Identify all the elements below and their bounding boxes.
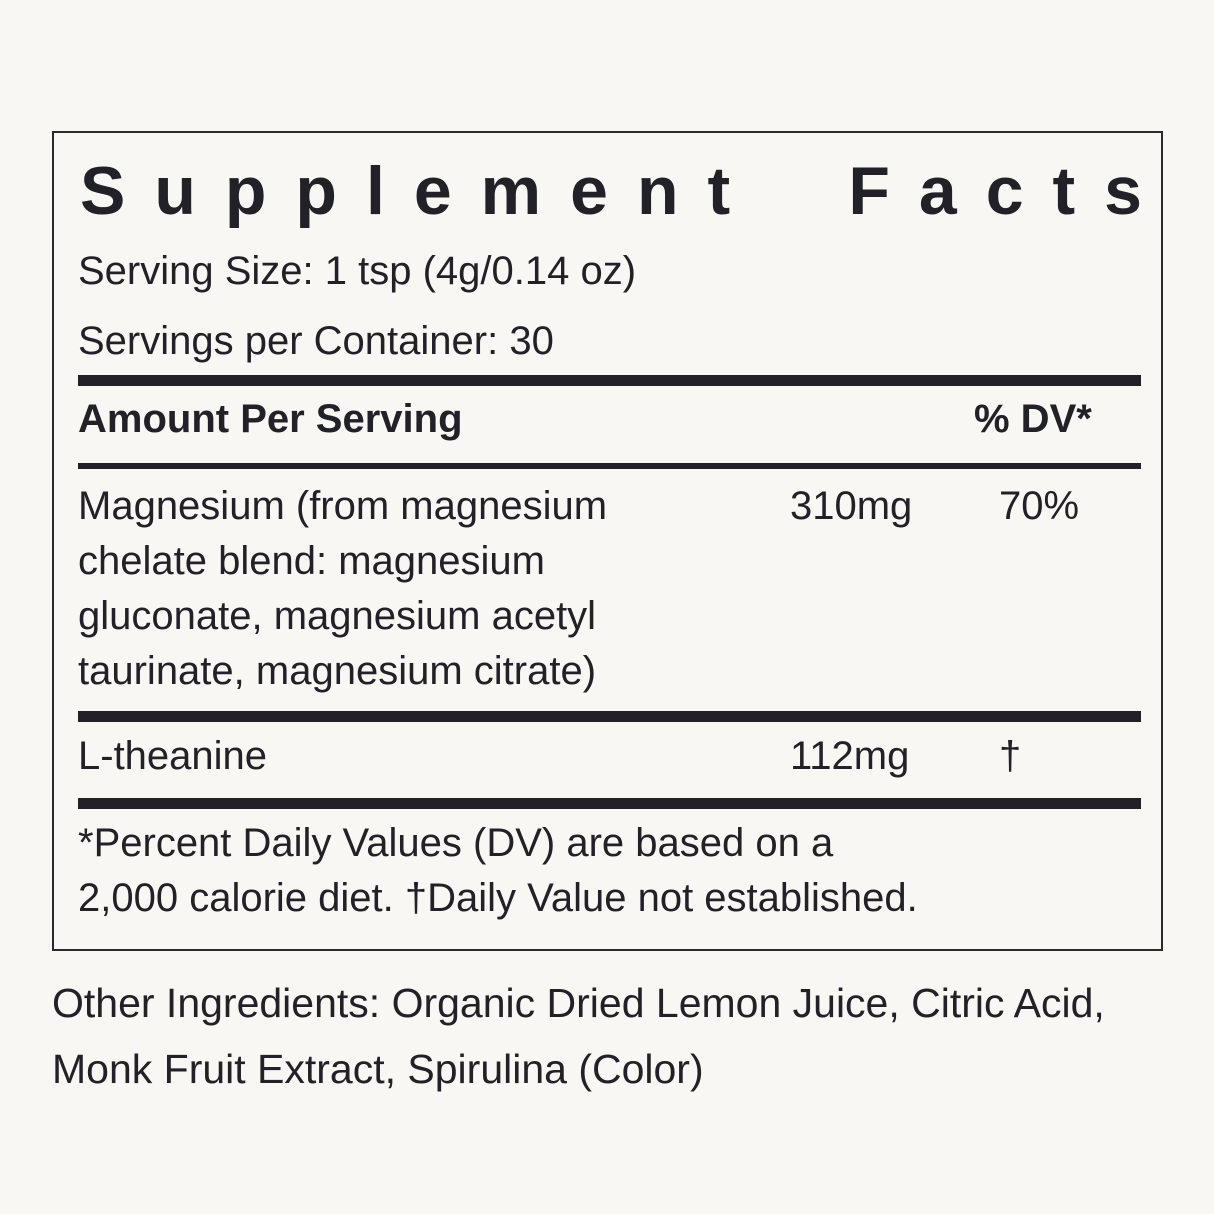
title-word-facts: Facts (848, 153, 1171, 229)
thick-divider (78, 798, 1141, 809)
panel-title: Supplement Facts (80, 151, 1142, 231)
amount-per-serving-header: Amount Per Serving (78, 397, 463, 441)
servings-per-container: Servings per Container: 30 (78, 319, 554, 363)
thick-divider (78, 711, 1141, 722)
other-ingredients: Other Ingredients: Organic Dried Lemon J… (52, 980, 1105, 1092)
thick-divider (78, 375, 1141, 386)
nutrient-name-magnesium: Magnesium (from magnesium chelate blend:… (78, 484, 608, 693)
nutrient-name-l-theanine: L-theanine (78, 734, 268, 778)
nutrient-dv-magnesium: 70% (999, 484, 1080, 528)
thin-divider (78, 463, 1141, 469)
nutrient-dv-l-theanine: † (999, 734, 1022, 778)
nutrient-amount-magnesium: 310mg (790, 484, 913, 528)
nutrient-amount-l-theanine: 112mg (790, 734, 910, 778)
title-word-supplement: Supplement (80, 153, 760, 229)
serving-size: Serving Size: 1 tsp (4g/0.14 oz) (78, 249, 637, 293)
supplement-facts-panel: Supplement Facts Serving Size: 1 tsp (4g… (52, 131, 1163, 951)
footnote: *Percent Daily Values (DV) are based on … (78, 821, 918, 920)
dv-header: % DV* (974, 397, 1092, 441)
